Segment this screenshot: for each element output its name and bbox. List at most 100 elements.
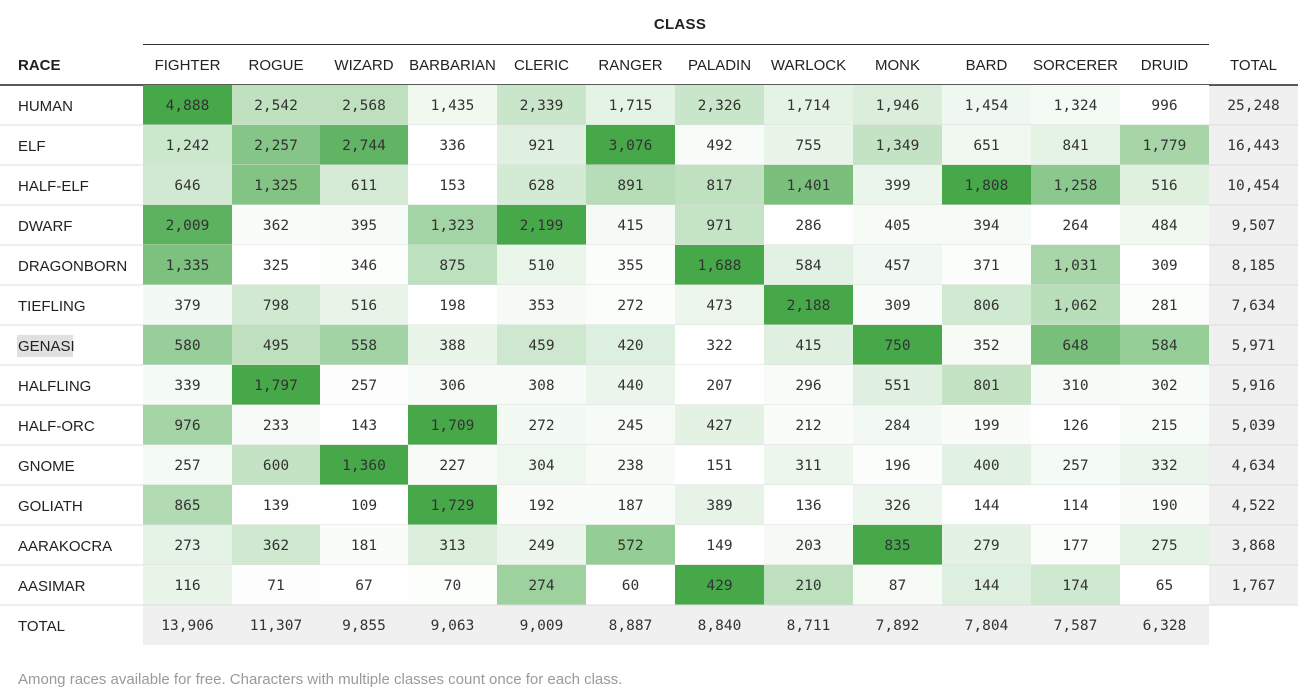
row-label: AARAKOCRA [18, 538, 112, 555]
cell-value: 233 [263, 418, 289, 434]
cell-value: 1,401 [787, 178, 831, 194]
cell-value: 798 [263, 298, 289, 314]
cell-value: 139 [263, 498, 289, 514]
heatmap-cell [497, 485, 586, 525]
cell-value: 177 [1062, 538, 1088, 554]
race-header: RACE [18, 57, 61, 74]
cell-value: 399 [884, 178, 910, 194]
column-header: FIGHTER [155, 57, 221, 74]
cell-value: 2,326 [698, 98, 742, 114]
row-total: 25,248 [1227, 98, 1279, 114]
cell-value: 284 [884, 418, 910, 434]
cell-value: 126 [1062, 418, 1088, 434]
cell-value: 60 [622, 578, 639, 594]
heatmap-cell [497, 405, 586, 445]
row-label: GENASI [18, 338, 75, 355]
row-label: GOLIATH [18, 498, 83, 515]
cell-value: 1,258 [1054, 178, 1098, 194]
heatmap-cell [675, 485, 764, 525]
cell-value: 306 [439, 378, 465, 394]
heatmap-cell [1120, 125, 1209, 165]
heatmap-cell [232, 525, 320, 565]
heatmap-cell [764, 205, 853, 245]
heatmap-cell [586, 525, 675, 565]
heatmap-cell [586, 485, 675, 525]
column-header: WARLOCK [771, 57, 846, 74]
row-total: 3,868 [1232, 538, 1276, 554]
heatmap-cell [1031, 445, 1120, 485]
heatmap-cell [408, 405, 497, 445]
heatmap-cell [497, 565, 586, 605]
cell-value: 492 [706, 138, 732, 154]
cell-value: 136 [795, 498, 821, 514]
cell-value: 65 [1156, 578, 1173, 594]
cell-value: 584 [795, 258, 821, 274]
cell-value: 326 [884, 498, 910, 514]
cell-value: 817 [706, 178, 732, 194]
cell-value: 457 [884, 258, 910, 274]
heatmap-cell [853, 405, 942, 445]
heatmap-cell [143, 565, 232, 605]
heatmap-cell [408, 565, 497, 605]
cell-value: 1,709 [431, 418, 475, 434]
cell-value: 1,360 [342, 458, 386, 474]
heatmap-cell [586, 565, 675, 605]
cell-value: 308 [528, 378, 554, 394]
row-label: HALFLING [18, 378, 91, 395]
column-header: PALADIN [688, 57, 751, 74]
heatmap-cell [320, 525, 408, 565]
heatmap-cell [942, 565, 1031, 605]
heatmap-cell [764, 485, 853, 525]
heatmap-cell [408, 445, 497, 485]
cell-value: 1,714 [787, 98, 831, 114]
cell-value: 1,454 [965, 98, 1009, 114]
cell-value: 420 [617, 338, 643, 354]
cell-value: 2,568 [342, 98, 386, 114]
cell-value: 190 [1151, 498, 1177, 514]
row-total: 7,634 [1232, 298, 1276, 314]
column-header: MONK [875, 57, 920, 74]
cell-value: 302 [1151, 378, 1177, 394]
heatmap-cell [497, 445, 586, 485]
heatmap-cell [143, 245, 232, 285]
cell-value: 245 [617, 418, 643, 434]
column-header: WIZARD [334, 57, 393, 74]
heatmap-cell [853, 85, 942, 125]
heatmap-cell [853, 365, 942, 405]
cell-value: 755 [795, 138, 821, 154]
heatmap-cell [1031, 165, 1120, 205]
heatmap-cell [764, 405, 853, 445]
cell-value: 353 [528, 298, 554, 314]
heatmap-cell [853, 325, 942, 365]
heatmap-cell [1031, 285, 1120, 325]
cell-value: 600 [263, 458, 289, 474]
cell-value: 116 [174, 578, 200, 594]
heatmap-cell [497, 245, 586, 285]
class-header-rule [143, 44, 1209, 45]
cell-value: 976 [174, 418, 200, 434]
heatmap-cell [143, 285, 232, 325]
heatmap-cell [764, 245, 853, 285]
heatmap-cell [497, 85, 586, 125]
heatmap-cell [942, 245, 1031, 285]
cell-value: 257 [1062, 458, 1088, 474]
heatmap-cell [675, 565, 764, 605]
cell-value: 388 [439, 338, 465, 354]
cell-value: 275 [1151, 538, 1177, 554]
heatmap-cell [675, 525, 764, 565]
cell-value: 891 [617, 178, 643, 194]
heatmap-cell [232, 565, 320, 605]
row-total: 16,443 [1227, 138, 1279, 154]
cell-value: 558 [351, 338, 377, 354]
heatmap-cell [675, 85, 764, 125]
cell-value: 322 [706, 338, 732, 354]
row-label: HALF-ORC [18, 418, 95, 435]
cell-value: 304 [528, 458, 554, 474]
cell-value: 395 [351, 218, 377, 234]
column-header: RANGER [598, 57, 662, 74]
cell-value: 352 [973, 338, 999, 354]
cell-value: 2,744 [342, 138, 386, 154]
heatmap-cell [320, 485, 408, 525]
heatmap-cell [1031, 205, 1120, 245]
cell-value: 806 [973, 298, 999, 314]
